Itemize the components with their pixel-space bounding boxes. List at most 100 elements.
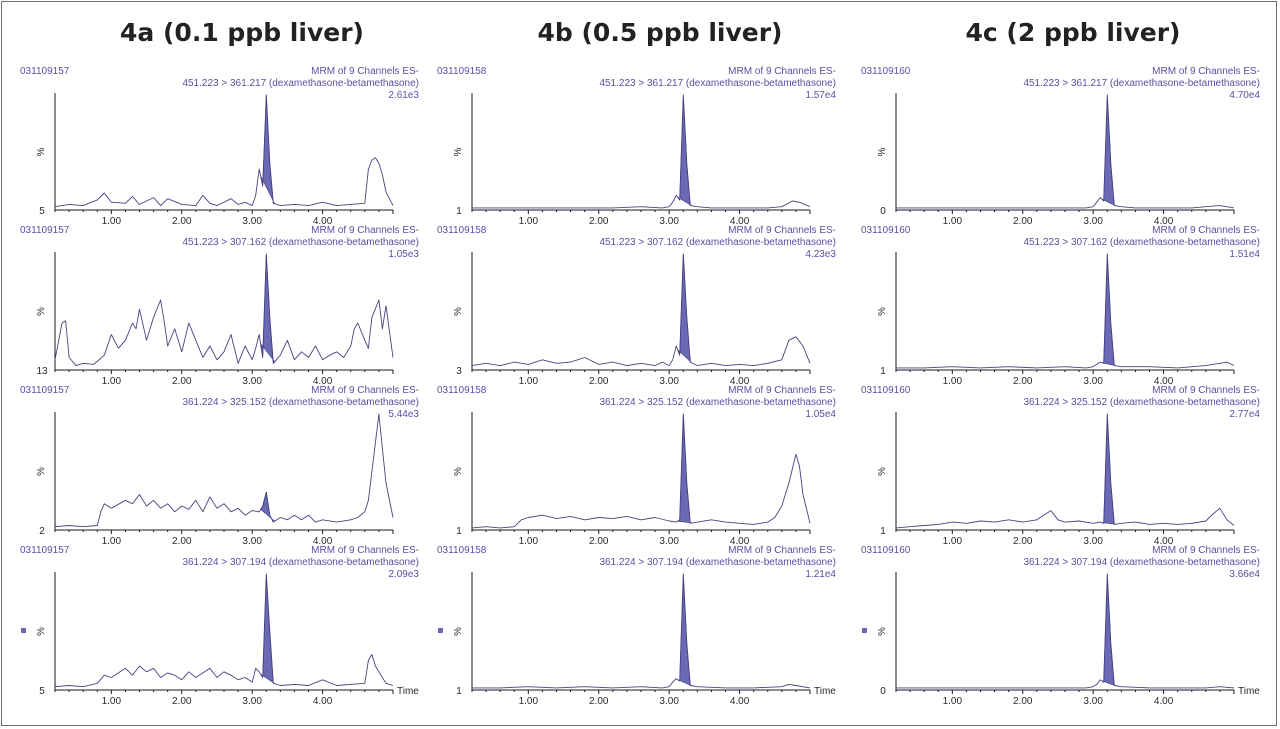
chart-6-chromatogram-trace — [471, 253, 811, 367]
chart-10-integrated-peak — [1101, 253, 1116, 367]
chart-7-intensity-label: 1.05e4 — [805, 409, 836, 420]
chart-8-percent-label: % — [453, 627, 464, 636]
chart-9-x-tick-label: 1.00 — [943, 216, 963, 227]
chart-8-x-tick-label: 3.00 — [659, 696, 679, 707]
chart-6-x-tick-label: 4.00 — [730, 376, 750, 387]
chart-12-time-label: Time — [1238, 686, 1260, 697]
chart-5-chromatogram-trace — [472, 94, 811, 209]
chart-2-x-tick-label: 1.00 — [102, 376, 122, 387]
chart-4-x-tick-label: 2.00 — [172, 696, 192, 707]
chart-11-chromatogram-trace — [895, 413, 1235, 529]
chart-6-intensity-label: 4.23e3 — [805, 249, 836, 260]
chart-9-percent-label: % — [877, 147, 888, 156]
chart-12-transition-label: 361.224 > 307.194 (dexamethasone-betamet… — [1023, 557, 1260, 568]
chart-3-sample-id: 031109157 — [20, 385, 70, 396]
chart-8-x-tick-label: 4.00 — [730, 696, 750, 707]
chart-1-x-tick-label: 2.00 — [172, 216, 192, 227]
chart-7-x-tick-label: 1.00 — [519, 536, 539, 547]
chart-8-chromatogram-trace — [472, 573, 811, 689]
chart-7-channel-header: MRM of 9 Channels ES- — [728, 385, 836, 396]
chart-8-channel-header: MRM of 9 Channels ES- — [728, 545, 836, 556]
chart-11-y-min-label: 1 — [880, 526, 886, 537]
chart-11-x-tick-label: 3.00 — [1083, 536, 1103, 547]
chart-10-x-tick-label: 4.00 — [1154, 376, 1174, 387]
chart-12-x-tick-label: 3.00 — [1083, 696, 1103, 707]
column-title-2: 4b (0.5 ppb liver) — [538, 18, 783, 47]
chart-9-x-tick-label: 2.00 — [1013, 216, 1033, 227]
chart-2-percent-label: % — [36, 307, 47, 316]
chart-3-x-tick-label: 4.00 — [313, 536, 333, 547]
chart-2-sample-id: 031109157 — [20, 225, 70, 236]
chart-5-intensity-label: 1.57e4 — [805, 90, 836, 101]
chart-10-x-tick-label: 3.00 — [1083, 376, 1103, 387]
chart-8-sample-id: 031109158 — [437, 545, 487, 556]
chart-3-x-tick-label: 1.00 — [102, 536, 122, 547]
chart-6-y-min-label: 3 — [456, 366, 462, 377]
chart-8-x-tick-label: 1.00 — [519, 696, 539, 707]
chart-1-x-tick-label: 3.00 — [242, 216, 262, 227]
chart-6-x-tick-label: 2.00 — [589, 376, 609, 387]
chart-12-legend-marker — [862, 628, 867, 633]
chart-8-y-min-label: 1 — [456, 686, 462, 697]
chart-11-x-tick-label: 4.00 — [1154, 536, 1174, 547]
chart-1-percent-label: % — [36, 147, 47, 156]
chart-4-channel-header: MRM of 9 Channels ES- — [311, 545, 419, 556]
chart-2-y-min-label: 13 — [36, 366, 48, 377]
chart-9-y-min-label: 0 — [880, 206, 886, 217]
chart-11-transition-label: 361.224 > 325.152 (dexamethasone-betamet… — [1023, 397, 1260, 408]
column-title-3: 4c (2 ppb liver) — [966, 18, 1181, 47]
chart-8-intensity-label: 1.21e4 — [805, 569, 836, 580]
chart-4-y-min-label: 5 — [39, 686, 45, 697]
chart-5-sample-id: 031109158 — [437, 66, 487, 77]
chart-11-intensity-label: 2.77e4 — [1229, 409, 1260, 420]
chart-4-legend-marker — [21, 628, 26, 633]
chart-4-percent-label: % — [36, 627, 47, 636]
chart-9-chromatogram-trace — [896, 94, 1235, 209]
chart-3-x-tick-label: 3.00 — [242, 536, 262, 547]
chart-11-x-tick-label: 2.00 — [1013, 536, 1033, 547]
chart-5-percent-label: % — [453, 147, 464, 156]
chart-9-channel-header: MRM of 9 Channels ES- — [1152, 66, 1260, 77]
chart-5-x-tick-label: 3.00 — [659, 216, 679, 227]
chart-8-time-label: Time — [814, 686, 836, 697]
chart-11-x-tick-label: 1.00 — [943, 536, 963, 547]
chart-11-percent-label: % — [877, 467, 888, 476]
chart-3-x-tick-label: 2.00 — [172, 536, 192, 547]
chart-10-chromatogram-trace — [896, 253, 1235, 369]
chart-5-x-tick-label: 4.00 — [730, 216, 750, 227]
chart-2-transition-label: 451.223 > 307.162 (dexamethasone-betamet… — [182, 237, 419, 248]
chart-12-y-min-label: 0 — [880, 686, 886, 697]
chart-11-sample-id: 031109160 — [861, 385, 911, 396]
chart-12-x-tick-label: 4.00 — [1154, 696, 1174, 707]
chart-10-channel-header: MRM of 9 Channels ES- — [1152, 225, 1260, 236]
chart-10-x-tick-label: 1.00 — [943, 376, 963, 387]
chart-10-x-tick-label: 2.00 — [1013, 376, 1033, 387]
chart-9-intensity-label: 4.70e4 — [1229, 90, 1260, 101]
column-title-1: 4a (0.1 ppb liver) — [120, 18, 364, 47]
chart-2-x-tick-label: 2.00 — [172, 376, 192, 387]
chart-2-intensity-label: 1.05e3 — [388, 249, 419, 260]
chart-3-percent-label: % — [36, 467, 47, 476]
chart-5-x-tick-label: 2.00 — [589, 216, 609, 227]
chart-1-y-min-label: 5 — [39, 206, 45, 217]
chart-2-chromatogram-trace — [54, 253, 394, 367]
chart-10-intensity-label: 1.51e4 — [1229, 249, 1260, 260]
chart-9-transition-label: 451.223 > 361.217 (dexamethasone-betamet… — [1023, 78, 1260, 89]
chart-8-transition-label: 361.224 > 307.194 (dexamethasone-betamet… — [599, 557, 836, 568]
chart-1-channel-header: MRM of 9 Channels ES- — [311, 66, 419, 77]
chart-10-percent-label: % — [877, 307, 888, 316]
chart-7-y-min-label: 1 — [456, 526, 462, 537]
chart-5-y-min-label: 1 — [456, 206, 462, 217]
chart-8-x-tick-label: 2.00 — [589, 696, 609, 707]
chart-5-transition-label: 451.223 > 361.217 (dexamethasone-betamet… — [599, 78, 836, 89]
chart-6-sample-id: 031109158 — [437, 225, 487, 236]
chart-1-chromatogram-trace — [54, 94, 394, 208]
chart-1-integrated-peak — [260, 94, 276, 205]
chart-7-transition-label: 361.224 > 325.152 (dexamethasone-betamet… — [599, 397, 836, 408]
chart-4-sample-id: 031109157 — [20, 545, 70, 556]
chart-4-time-label: Time — [397, 686, 419, 697]
chart-4-chromatogram-trace — [54, 573, 394, 688]
chart-6-x-tick-label: 1.00 — [519, 376, 539, 387]
chart-9-sample-id: 031109160 — [861, 66, 911, 77]
